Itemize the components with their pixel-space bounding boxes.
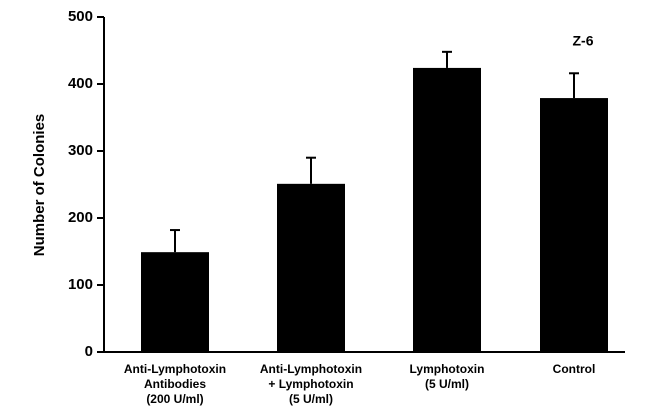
x-tick-label: Lymphotoxin xyxy=(410,362,485,376)
bar xyxy=(413,67,481,353)
bar xyxy=(141,252,209,352)
x-tick-label: Anti-Lymphotoxin xyxy=(124,362,226,376)
y-tick-label: 0 xyxy=(85,343,93,360)
x-tick-label: + Lymphotoxin xyxy=(268,377,353,391)
bar xyxy=(540,98,608,352)
y-tick-label: 100 xyxy=(68,276,93,293)
x-tick-label: Control xyxy=(553,362,596,376)
bar xyxy=(277,183,345,352)
y-tick-label: 200 xyxy=(68,209,93,226)
x-tick-label: (5 U/ml) xyxy=(425,377,469,391)
x-tick-label: (5 U/ml) xyxy=(289,392,333,406)
x-tick-label: (200 U/ml) xyxy=(146,392,203,406)
y-tick-label: 500 xyxy=(68,8,93,25)
x-tick-label: Anti-Lymphotoxin xyxy=(260,362,362,376)
x-tick-label: Antibodies xyxy=(144,377,206,391)
y-axis-label: Number of Colonies xyxy=(31,114,48,257)
y-tick-label: 300 xyxy=(68,142,93,159)
y-tick-label: 400 xyxy=(68,75,93,92)
annotation: Z-6 xyxy=(573,33,594,49)
